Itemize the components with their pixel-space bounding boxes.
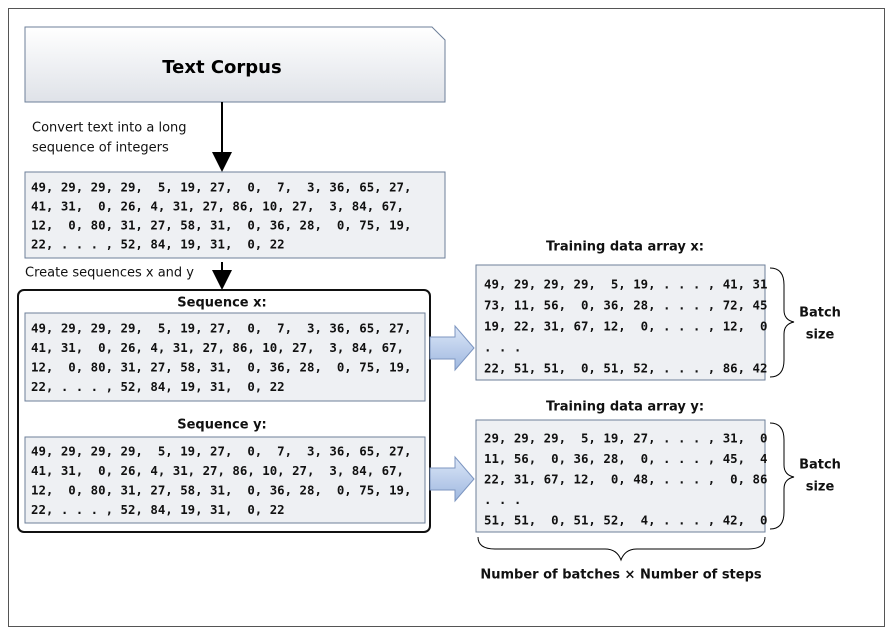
batch-label: size xyxy=(806,480,835,495)
number-line: 41, 31, 0, 26, 4, 31, 27, 86, 10, 27, 3,… xyxy=(31,199,404,214)
number-line: . . . xyxy=(484,492,521,507)
number-line: 41, 31, 0, 26, 4, 31, 27, 86, 10, 27, 3,… xyxy=(31,340,404,355)
number-line: 19, 22, 31, 67, 12, 0, . . . , 12, 0 xyxy=(484,319,767,334)
number-line: 49, 29, 29, 29, 5, 19, 27, 0, 7, 3, 36, … xyxy=(31,444,411,459)
training-y-title: Training data array y: xyxy=(546,400,704,415)
brace xyxy=(477,536,766,562)
number-line: . . . xyxy=(484,340,521,355)
number-line: 11, 56, 0, 36, 28, 0, . . . , 45, 4 xyxy=(484,451,767,466)
corpus-box xyxy=(24,26,446,103)
sequence-y-box xyxy=(24,436,426,524)
number-line: 12, 0, 80, 31, 27, 58, 31, 0, 36, 28, 0,… xyxy=(31,218,411,233)
number-line: 12, 0, 80, 31, 27, 58, 31, 0, 36, 28, 0,… xyxy=(31,360,411,375)
training-y-box xyxy=(475,419,766,533)
integer-box xyxy=(24,171,446,259)
convert-label: sequence of integers xyxy=(32,141,169,156)
brace xyxy=(769,267,795,378)
outer-frame xyxy=(8,8,885,627)
brace xyxy=(769,422,795,530)
number-line: 41, 31, 0, 26, 4, 31, 27, 86, 10, 27, 3,… xyxy=(31,463,404,478)
number-line: 22, 31, 67, 12, 0, 48, . . . , 0, 86 xyxy=(484,472,767,487)
create-label: Create sequences x and y xyxy=(25,266,194,281)
number-line: 49, 29, 29, 29, 5, 19, . . . , 41, 31 xyxy=(484,277,767,292)
sequence-x-title: Sequence x: xyxy=(177,296,266,311)
number-line: 12, 0, 80, 31, 27, 58, 31, 0, 36, 28, 0,… xyxy=(31,483,411,498)
convert-label: Convert text into a long xyxy=(32,121,187,136)
sequence-x-box xyxy=(24,312,426,402)
number-line: 49, 29, 29, 29, 5, 19, 27, 0, 7, 3, 36, … xyxy=(31,180,411,195)
batch-label: Batch xyxy=(799,306,841,321)
number-line: 22, 51, 51, 0, 51, 52, . . . , 86, 42 xyxy=(484,361,767,376)
bottom-label: Number of batches × Number of steps xyxy=(480,568,762,583)
number-line: 22, . . . , 52, 84, 19, 31, 0, 22 xyxy=(31,502,285,517)
number-line: 49, 29, 29, 29, 5, 19, 27, 0, 7, 3, 36, … xyxy=(31,321,411,336)
training-x-title: Training data array x: xyxy=(546,240,704,255)
batch-label: size xyxy=(806,328,835,343)
block-arrow xyxy=(429,455,475,503)
number-line: 22, . . . , 52, 84, 19, 31, 0, 22 xyxy=(31,379,285,394)
batch-label: Batch xyxy=(799,458,841,473)
number-line: 51, 51, 0, 51, 52, 4, . . . , 42, 0 xyxy=(484,513,767,528)
block-arrow xyxy=(429,324,475,372)
sequence-y-title: Sequence y: xyxy=(177,418,267,433)
number-line: 29, 29, 29, 5, 19, 27, . . . , 31, 0 xyxy=(484,431,767,446)
corpus-title: Text Corpus xyxy=(162,57,281,78)
training-x-box xyxy=(475,264,766,381)
number-line: 22, . . . , 52, 84, 19, 31, 0, 22 xyxy=(31,237,285,252)
number-line: 73, 11, 56, 0, 36, 28, . . . , 72, 45 xyxy=(484,298,767,313)
